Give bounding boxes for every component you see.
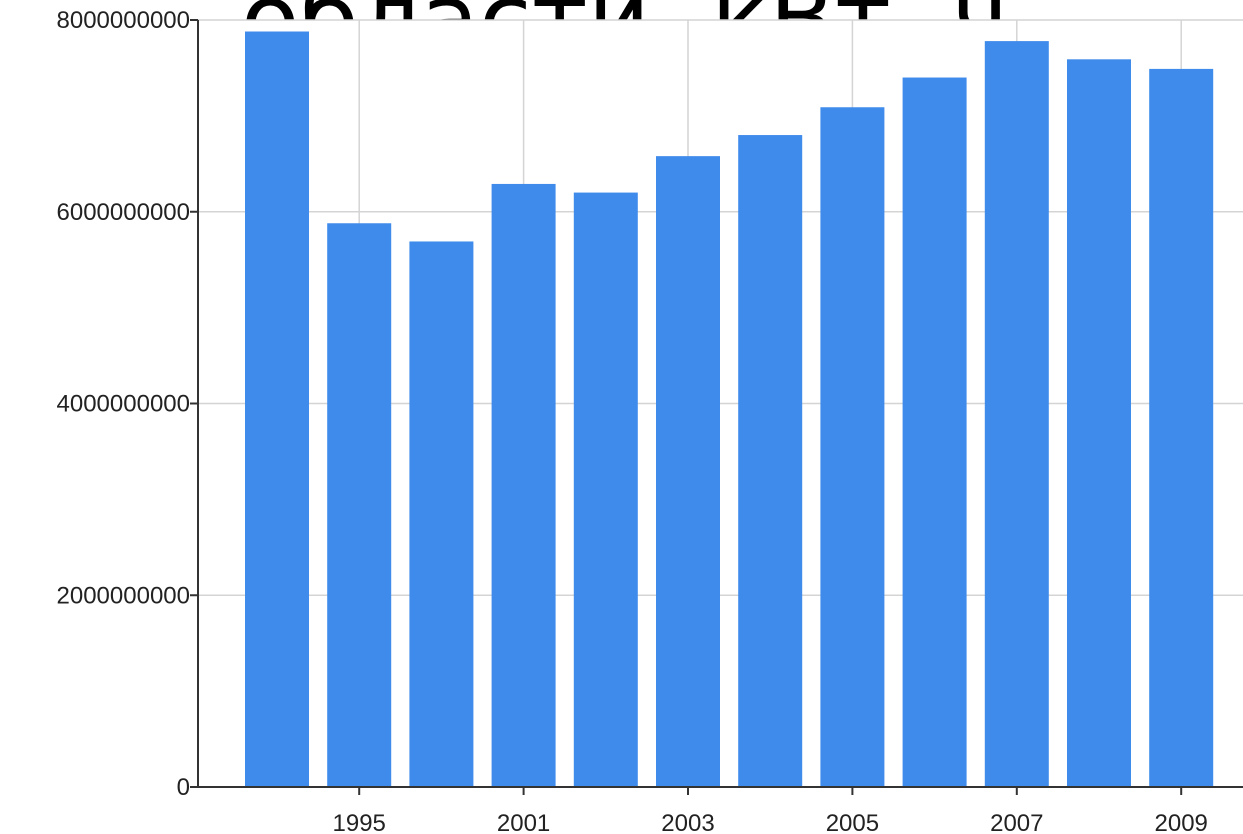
y-tick-label: 6000000000 (57, 199, 190, 226)
x-tick-label: 1995 (333, 810, 386, 834)
bar-2007 (984, 41, 1049, 787)
y-tick-label: 8000000000 (57, 7, 190, 34)
x-tick-label: 2009 (1155, 810, 1208, 834)
bar-2003 (656, 156, 720, 787)
chart-title: области, кВт. ч. (241, 0, 1039, 75)
axes (190, 19, 1243, 795)
x-tick-label: 2003 (661, 810, 714, 834)
bar-2006 (902, 77, 967, 787)
y-tick-label: 4000000000 (57, 391, 190, 418)
x-tick-label: 2001 (497, 810, 550, 834)
bar-1994 (245, 31, 309, 787)
bar-2001 (491, 183, 556, 788)
bars (245, 31, 1214, 788)
y-tick-label: 2000000000 (57, 582, 190, 609)
bar-2005 (820, 107, 885, 788)
bar-2002 (573, 192, 638, 787)
bar-1995 (327, 223, 392, 787)
x-tick-label: 2005 (826, 810, 879, 834)
bar-2008 (1067, 59, 1131, 787)
y-tick-label: 0 (177, 774, 190, 801)
bar-2004 (738, 135, 803, 788)
bar-2000 (409, 241, 474, 787)
x-tick-label: 2007 (990, 810, 1043, 834)
tick-labels: 0 2000000000 4000000000 6000000000 800000000… (57, 7, 1208, 834)
bar-2009 (1149, 68, 1214, 788)
